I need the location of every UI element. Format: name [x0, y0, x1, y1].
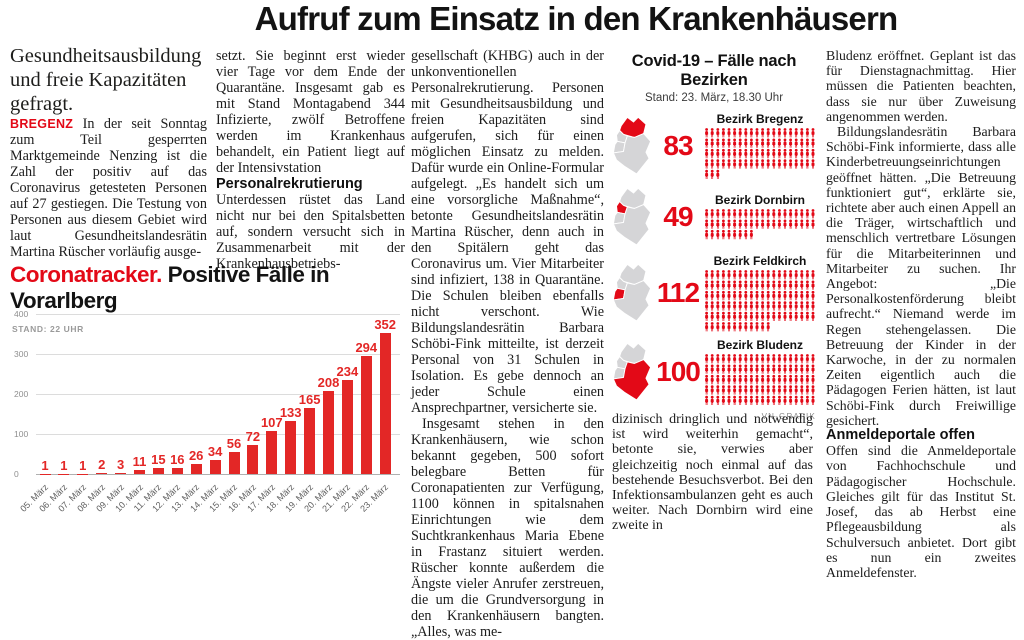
bar: [96, 473, 107, 474]
vorarlberg-map-dornbirn-icon: [610, 186, 654, 248]
column-3: gesellschaft (KHBG) auch in der unkonven…: [411, 48, 604, 640]
vorarlberg-map-bregenz-icon: [610, 115, 654, 177]
article-deck: Gesundheitsausbildung und freie Kapazitä…: [10, 44, 207, 116]
bar: [191, 464, 202, 474]
bar: [323, 391, 334, 474]
district-people-block: Bezirk Feldkirch: [702, 254, 818, 332]
y-gridline: [36, 314, 400, 315]
person-pictogram-grid: [704, 270, 816, 332]
newspaper-page: Aufruf zum Einsatz in den Krankenhäusern…: [0, 0, 1024, 519]
district-count: 83: [654, 130, 702, 162]
col1-text: In der seit Sonntag zum Teil gesperrten …: [10, 116, 207, 260]
bar: [172, 468, 183, 474]
y-axis-tick-label: 200: [14, 389, 34, 399]
district-label: Bezirk Bludenz: [702, 338, 818, 352]
bar: [229, 452, 240, 474]
district-people-block: Bezirk Bregenz: [702, 112, 818, 180]
bar: [153, 468, 164, 474]
chart-title: Coronatracker. Positive Fälle in Vorarlb…: [10, 262, 402, 314]
bar: [361, 356, 372, 474]
district-label: Bezirk Dornbirn: [702, 193, 818, 207]
y-axis-tick-label: 400: [14, 309, 34, 319]
dateline-location: BREGENZ: [10, 117, 73, 131]
col5-paragraph-2: Bildungslandesrätin Barbara Schöbi-Fink …: [826, 124, 1016, 428]
coronatracker-chart: Coronatracker. Positive Fälle in Vorarlb…: [10, 262, 402, 519]
column-4-text: dizinisch dringlich und notwendig ist wi…: [612, 412, 813, 534]
y-axis-tick-label: 300: [14, 349, 34, 359]
person-pictogram-grid: [704, 209, 816, 240]
page-title: Aufruf zum Einsatz in den Krankenhäusern: [200, 0, 952, 38]
bar: [247, 445, 258, 474]
bar: [342, 380, 353, 474]
column-1: Gesundheitsausbildung und freie Kapazitä…: [10, 44, 207, 260]
bar: [210, 460, 221, 474]
bar: [134, 470, 145, 474]
infographic-stand: Stand: 23. März, 18.30 Uhr: [610, 92, 818, 104]
district-count: 112: [654, 277, 702, 309]
col3-paragraph-1: gesellschaft (KHBG) auch in der unkonven…: [411, 48, 604, 416]
district-label: Bezirk Bregenz: [702, 112, 818, 126]
chart-title-brand: Coronatracker.: [10, 262, 162, 287]
col2-paragraph-1: setzt. Sie beginnt erst wieder vier Tage…: [216, 48, 405, 176]
col5-paragraph-1: Bludenz eröffnet. Geplant ist das für Di…: [826, 48, 1016, 124]
bar: [285, 421, 296, 474]
bar: [115, 473, 126, 474]
district-count: 100: [654, 356, 702, 388]
col3-paragraph-2: Insgesamt stehen in den Krankenhäusern, …: [411, 416, 604, 640]
bar: [380, 333, 391, 474]
district-people-block: Bezirk Dornbirn: [702, 193, 818, 240]
col2-paragraph-2: Unterdessen rüstet das Land nicht nur be…: [216, 192, 405, 272]
col2-subhead: Personalrekrutierung: [216, 176, 405, 192]
y-axis-tick-label: 100: [14, 429, 34, 439]
district-people-block: Bezirk Bludenz: [702, 338, 818, 406]
vorarlberg-map-feldkirch-icon: [610, 262, 654, 324]
col4-paragraph-1: dizinisch dringlich und notwendig ist wi…: [612, 412, 813, 534]
article-body-col1: BREGENZ In der seit Sonntag zum Teil ges…: [10, 116, 207, 260]
vorarlberg-map-bludenz-icon: [610, 341, 654, 403]
infographic-title: Covid-19 – Fälle nach Bezirken: [610, 52, 818, 90]
col5-subhead: Anmeldeportale offen: [826, 428, 1016, 443]
y-gridline: [36, 474, 400, 475]
col5-paragraph-3: Offen sind die Anmeldeportale von Fachho…: [826, 443, 1016, 580]
person-pictogram-grid: [704, 128, 816, 180]
district-infographic: Covid-19 – Fälle nach Bezirken Stand: 23…: [610, 52, 818, 421]
bar: [266, 431, 277, 474]
bar-value-label: 352: [363, 317, 407, 332]
person-pictogram-grid: [704, 354, 816, 406]
district-count: 49: [654, 201, 702, 233]
column-5: Bludenz eröffnet. Geplant ist das für Di…: [826, 48, 1016, 580]
district-label: Bezirk Feldkirch: [702, 254, 818, 268]
column-2: setzt. Sie beginnt erst wieder vier Tage…: [216, 48, 405, 272]
bar: [304, 408, 315, 474]
